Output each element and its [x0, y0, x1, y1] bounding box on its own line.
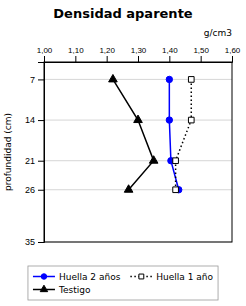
- legend-marker: [41, 274, 47, 280]
- grid-line: [44, 79, 232, 80]
- x-tick: 1,20: [99, 46, 115, 62]
- x-tick-label: 1,40: [162, 46, 178, 55]
- series-marker: [109, 74, 118, 81]
- title: Densidad aparente: [53, 6, 193, 21]
- x-tick: 1,00: [37, 46, 53, 62]
- legend-label: Testigo: [58, 285, 91, 295]
- x-tick-label: 1,60: [225, 46, 241, 55]
- x-axis: 1,00 1,10 1,20 1,30 1,40 1,50 1,60: [37, 46, 241, 63]
- legend: Huella 2 años Huella 1 año Testigo: [28, 266, 218, 300]
- y-tick: 26: [25, 185, 44, 195]
- grid-line: [44, 189, 232, 190]
- x-tick-mark: [107, 56, 108, 62]
- y-tick-label: 35: [25, 237, 35, 247]
- series-marker: [124, 185, 133, 192]
- y-tick: 14: [25, 115, 44, 125]
- series-marker: [173, 158, 179, 164]
- y-tick-label: 26: [25, 185, 35, 195]
- legend-item: Huella 1 año: [130, 272, 213, 282]
- x-axis-line: [45, 56, 233, 63]
- x-tick: 1,50: [193, 46, 209, 62]
- x-tick-mark: [169, 56, 170, 62]
- y-tick-label: 7: [30, 75, 35, 85]
- x-tick-mark: [232, 56, 233, 62]
- legend-marker: [40, 285, 47, 291]
- y-axis-line: [38, 63, 45, 243]
- x-axis-label: g/cm3: [204, 28, 232, 38]
- x-tick: 1,10: [68, 46, 84, 62]
- y-tick-mark: [38, 190, 44, 191]
- marks: [109, 74, 194, 192]
- series-line: [113, 79, 154, 189]
- plot-frame: [44, 62, 232, 242]
- x-tick-mark: [138, 56, 139, 62]
- chart: 1,00 1,10 1,20 1,30 1,40 1,50 1,60 7 14 21 26 35 Den…: [0, 0, 246, 306]
- y-tick: 7: [30, 75, 44, 85]
- legend-item: Huella 2 años: [33, 272, 121, 282]
- x-tick-label: 1,10: [68, 46, 84, 55]
- series-marker: [149, 156, 158, 163]
- x-tick-mark: [201, 56, 202, 62]
- grid: [44, 79, 232, 242]
- y-tick-mark: [38, 120, 44, 121]
- legend-item: Testigo: [33, 285, 91, 295]
- series-marker: [134, 115, 143, 122]
- y-tick-label: 21: [25, 156, 35, 166]
- series-marker: [173, 187, 179, 193]
- legend-marker: [139, 274, 144, 279]
- series-marker: [188, 117, 194, 123]
- series-marker: [166, 76, 172, 82]
- x-tick-label: 1,50: [193, 46, 209, 55]
- x-tick: 1,60: [225, 46, 241, 62]
- legend-label: Huella 1 año: [156, 272, 213, 282]
- x-tick-label: 1,00: [37, 46, 53, 55]
- x-tick-label: 1,20: [99, 46, 115, 55]
- y-tick: 35: [25, 237, 44, 247]
- plot: 1,00 1,10 1,20 1,30 1,40 1,50 1,60 7 14 21 26 35: [25, 46, 241, 247]
- y-axis-label: profundidad (cm): [3, 113, 13, 191]
- y-axis: 7 14 21 26 35: [25, 63, 45, 248]
- series-line: [169, 79, 178, 189]
- y-tick-mark: [38, 79, 44, 80]
- y-tick-mark: [38, 161, 44, 162]
- grid-line: [44, 160, 232, 161]
- y-tick-mark: [38, 242, 44, 243]
- x-tick: 1,40: [162, 46, 178, 62]
- series-marker: [188, 77, 194, 83]
- y-tick-label: 14: [25, 115, 35, 125]
- series-marker: [166, 117, 172, 123]
- x-tick: 1,30: [131, 46, 147, 62]
- x-tick-label: 1,30: [131, 46, 147, 55]
- legend-label: Huella 2 años: [59, 272, 121, 282]
- x-tick-mark: [75, 56, 76, 62]
- series-line: [176, 79, 192, 189]
- legend-frame: [28, 266, 218, 300]
- y-tick: 21: [25, 156, 44, 166]
- x-tick-mark: [44, 56, 45, 62]
